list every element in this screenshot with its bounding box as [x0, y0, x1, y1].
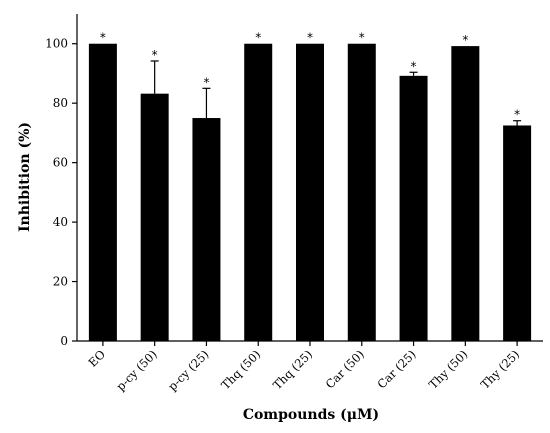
y-tick-label-1: 20 [53, 275, 68, 289]
bar-3 [244, 43, 273, 342]
y-axis-label: Inhibition (%) [17, 122, 33, 232]
bar-2 [192, 118, 221, 341]
significance-mark-6: * [411, 59, 417, 73]
significance-mark-3: * [255, 31, 261, 45]
significance-mark-5: * [359, 31, 365, 45]
y-tick-label-2: 40 [53, 215, 68, 229]
bar-1 [140, 93, 169, 341]
significance-mark-1: * [152, 48, 158, 62]
plot-area: 0 20 40 60 80 100 * EO * p-cy (50) * p-cy (25) * Thq … [45, 14, 543, 394]
x-tick-label-6: Car (25) [375, 347, 419, 391]
bar-6 [399, 75, 428, 341]
x-tick-label-0: EO [86, 347, 109, 370]
y-tick-label-0: 0 [60, 334, 68, 348]
bar-8 [503, 125, 532, 342]
x-tick-label-8: Thy (25) [478, 347, 522, 391]
y-tick-label-3: 60 [53, 156, 68, 170]
significance-mark-2: * [203, 75, 209, 89]
bar-4 [296, 43, 324, 342]
y-tick-label-5: 100 [45, 37, 68, 51]
x-tick-label-2: p-cy (25) [165, 347, 211, 393]
x-tick-label-3: Thq (50) [218, 347, 263, 392]
y-tick-label-4: 80 [53, 96, 68, 110]
significance-mark-8: * [514, 108, 520, 122]
bar-5 [347, 43, 376, 342]
bar-7 [451, 46, 480, 341]
x-tick-label-7: Thy (50) [426, 347, 470, 391]
x-tick-label-4: Thq (25) [270, 347, 315, 392]
significance-mark-0: * [100, 31, 106, 45]
significance-mark-7: * [462, 33, 468, 47]
bar-0 [88, 43, 117, 342]
significance-mark-4: * [307, 31, 313, 45]
x-axis-label: Compounds (μM) [243, 407, 379, 423]
x-tick-label-5: Car (50) [323, 347, 367, 391]
x-tick-label-1: p-cy (50) [114, 347, 160, 393]
